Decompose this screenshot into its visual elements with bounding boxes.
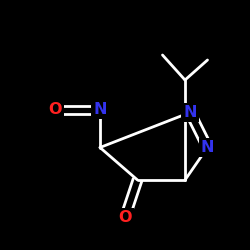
Text: O: O [118, 210, 132, 225]
Text: N: N [201, 140, 214, 155]
Text: N: N [183, 105, 197, 120]
Text: N: N [93, 102, 107, 118]
Text: O: O [48, 102, 62, 118]
